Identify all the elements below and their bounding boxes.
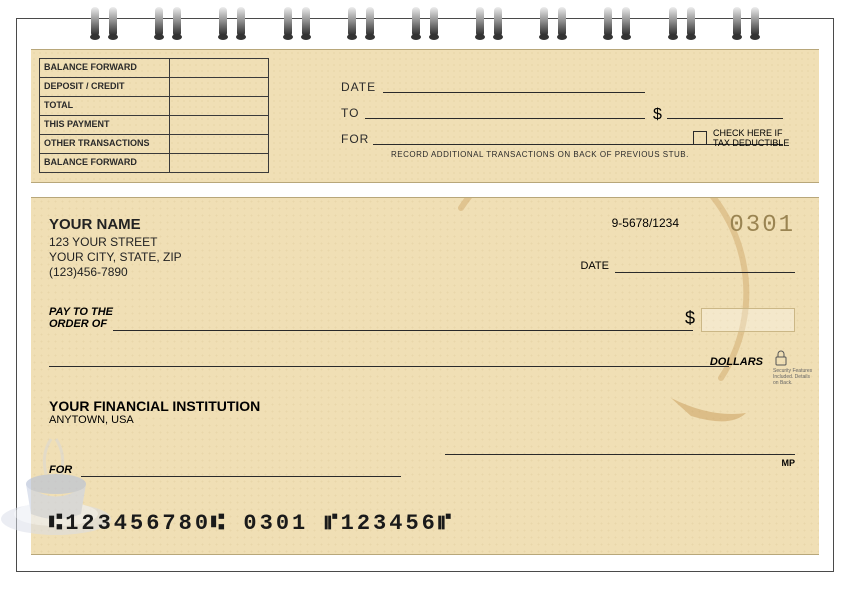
ledger-label: TOTAL bbox=[40, 97, 170, 115]
payer-street: 123 YOUR STREET bbox=[49, 235, 182, 250]
ledger-row: BALANCE FORWARD bbox=[40, 59, 268, 77]
ledger-value[interactable] bbox=[170, 116, 268, 134]
spiral-ring bbox=[344, 5, 378, 43]
check-stub: BALANCE FORWARDDEPOSIT / CREDITTOTALTHIS… bbox=[31, 49, 819, 183]
ledger-row: THIS PAYMENT bbox=[40, 115, 268, 134]
check-for-line bbox=[81, 476, 401, 477]
spiral-ring bbox=[87, 5, 121, 43]
stub-dollar-sign: $ bbox=[653, 106, 662, 124]
ledger-value[interactable] bbox=[170, 59, 268, 77]
bank-city: ANYTOWN, USA bbox=[49, 414, 260, 426]
spiral-ring bbox=[408, 5, 442, 43]
ledger-label: DEPOSIT / CREDIT bbox=[40, 78, 170, 96]
spiral-binding bbox=[17, 5, 833, 43]
stub-for-label: FOR bbox=[341, 132, 369, 146]
spiral-ring bbox=[472, 5, 506, 43]
spiral-ring bbox=[151, 5, 185, 43]
ledger-row: BALANCE FORWARD bbox=[40, 153, 268, 172]
spiral-ring bbox=[729, 5, 763, 43]
bank-block: YOUR FINANCIAL INSTITUTION ANYTOWN, USA bbox=[49, 398, 260, 426]
payer-phone: (123)456-7890 bbox=[49, 265, 182, 280]
check-number: 0301 bbox=[729, 212, 795, 239]
stub-date-line bbox=[383, 92, 645, 93]
ledger-value[interactable] bbox=[170, 135, 268, 153]
stub-ledger: BALANCE FORWARDDEPOSIT / CREDITTOTALTHIS… bbox=[39, 58, 269, 173]
routing-fraction: 9-5678/1234 bbox=[612, 216, 679, 230]
check-date-label: DATE bbox=[580, 260, 609, 272]
payer-block: YOUR NAME 123 YOUR STREET YOUR CITY, STA… bbox=[49, 216, 182, 280]
security-text: Security Features Included. Details on B… bbox=[773, 368, 815, 386]
amount-box[interactable] bbox=[701, 308, 795, 332]
ledger-value[interactable] bbox=[170, 78, 268, 96]
spiral-ring bbox=[665, 5, 699, 43]
ledger-label: BALANCE FORWARD bbox=[40, 154, 170, 172]
ledger-label: THIS PAYMENT bbox=[40, 116, 170, 134]
dollars-line bbox=[49, 366, 729, 367]
ledger-value[interactable] bbox=[170, 154, 268, 172]
bank-name: YOUR FINANCIAL INSTITUTION bbox=[49, 398, 260, 414]
check-frame: BALANCE FORWARDDEPOSIT / CREDITTOTALTHIS… bbox=[16, 18, 834, 572]
micr-line: ⑆123456780⑆ 0301 ⑈123456⑈ bbox=[49, 511, 454, 536]
payer-name: YOUR NAME bbox=[49, 216, 182, 233]
check-for-label: FOR bbox=[49, 464, 72, 476]
stub-amount-line bbox=[667, 118, 783, 119]
dollars-label: DOLLARS bbox=[710, 356, 763, 368]
pay-to-line bbox=[113, 330, 693, 331]
spiral-ring bbox=[536, 5, 570, 43]
tax-deductible-checkbox[interactable]: CHECK HERE IF TAX DEDUCTIBLE bbox=[693, 128, 789, 148]
spiral-ring bbox=[215, 5, 249, 43]
stub-record-note: RECORD ADDITIONAL TRANSACTIONS ON BACK O… bbox=[391, 150, 689, 159]
spiral-ring bbox=[280, 5, 314, 43]
ledger-value[interactable] bbox=[170, 97, 268, 115]
check-body: YOUR NAME 123 YOUR STREET YOUR CITY, STA… bbox=[31, 197, 819, 555]
check-dollar-sign: $ bbox=[685, 308, 695, 329]
tax-deductible-label: CHECK HERE IF TAX DEDUCTIBLE bbox=[713, 128, 789, 148]
ledger-label: OTHER TRANSACTIONS bbox=[40, 135, 170, 153]
payer-city: YOUR CITY, STATE, ZIP bbox=[49, 250, 182, 265]
stub-to-line bbox=[365, 118, 645, 119]
ledger-row: TOTAL bbox=[40, 96, 268, 115]
ledger-row: DEPOSIT / CREDIT bbox=[40, 77, 268, 96]
checkbox-icon bbox=[693, 131, 707, 145]
ledger-label: BALANCE FORWARD bbox=[40, 59, 170, 77]
stub-date-label: DATE bbox=[341, 80, 376, 94]
mp-mark: MP bbox=[782, 458, 796, 468]
spiral-ring bbox=[600, 5, 634, 43]
coffee-stain-decoration bbox=[411, 198, 751, 478]
pay-to-label: PAY TO THE ORDER OF bbox=[49, 306, 113, 330]
stub-to-label: TO bbox=[341, 106, 359, 120]
signature-line bbox=[445, 454, 795, 455]
ledger-row: OTHER TRANSACTIONS bbox=[40, 134, 268, 153]
check-date-line bbox=[615, 272, 795, 273]
